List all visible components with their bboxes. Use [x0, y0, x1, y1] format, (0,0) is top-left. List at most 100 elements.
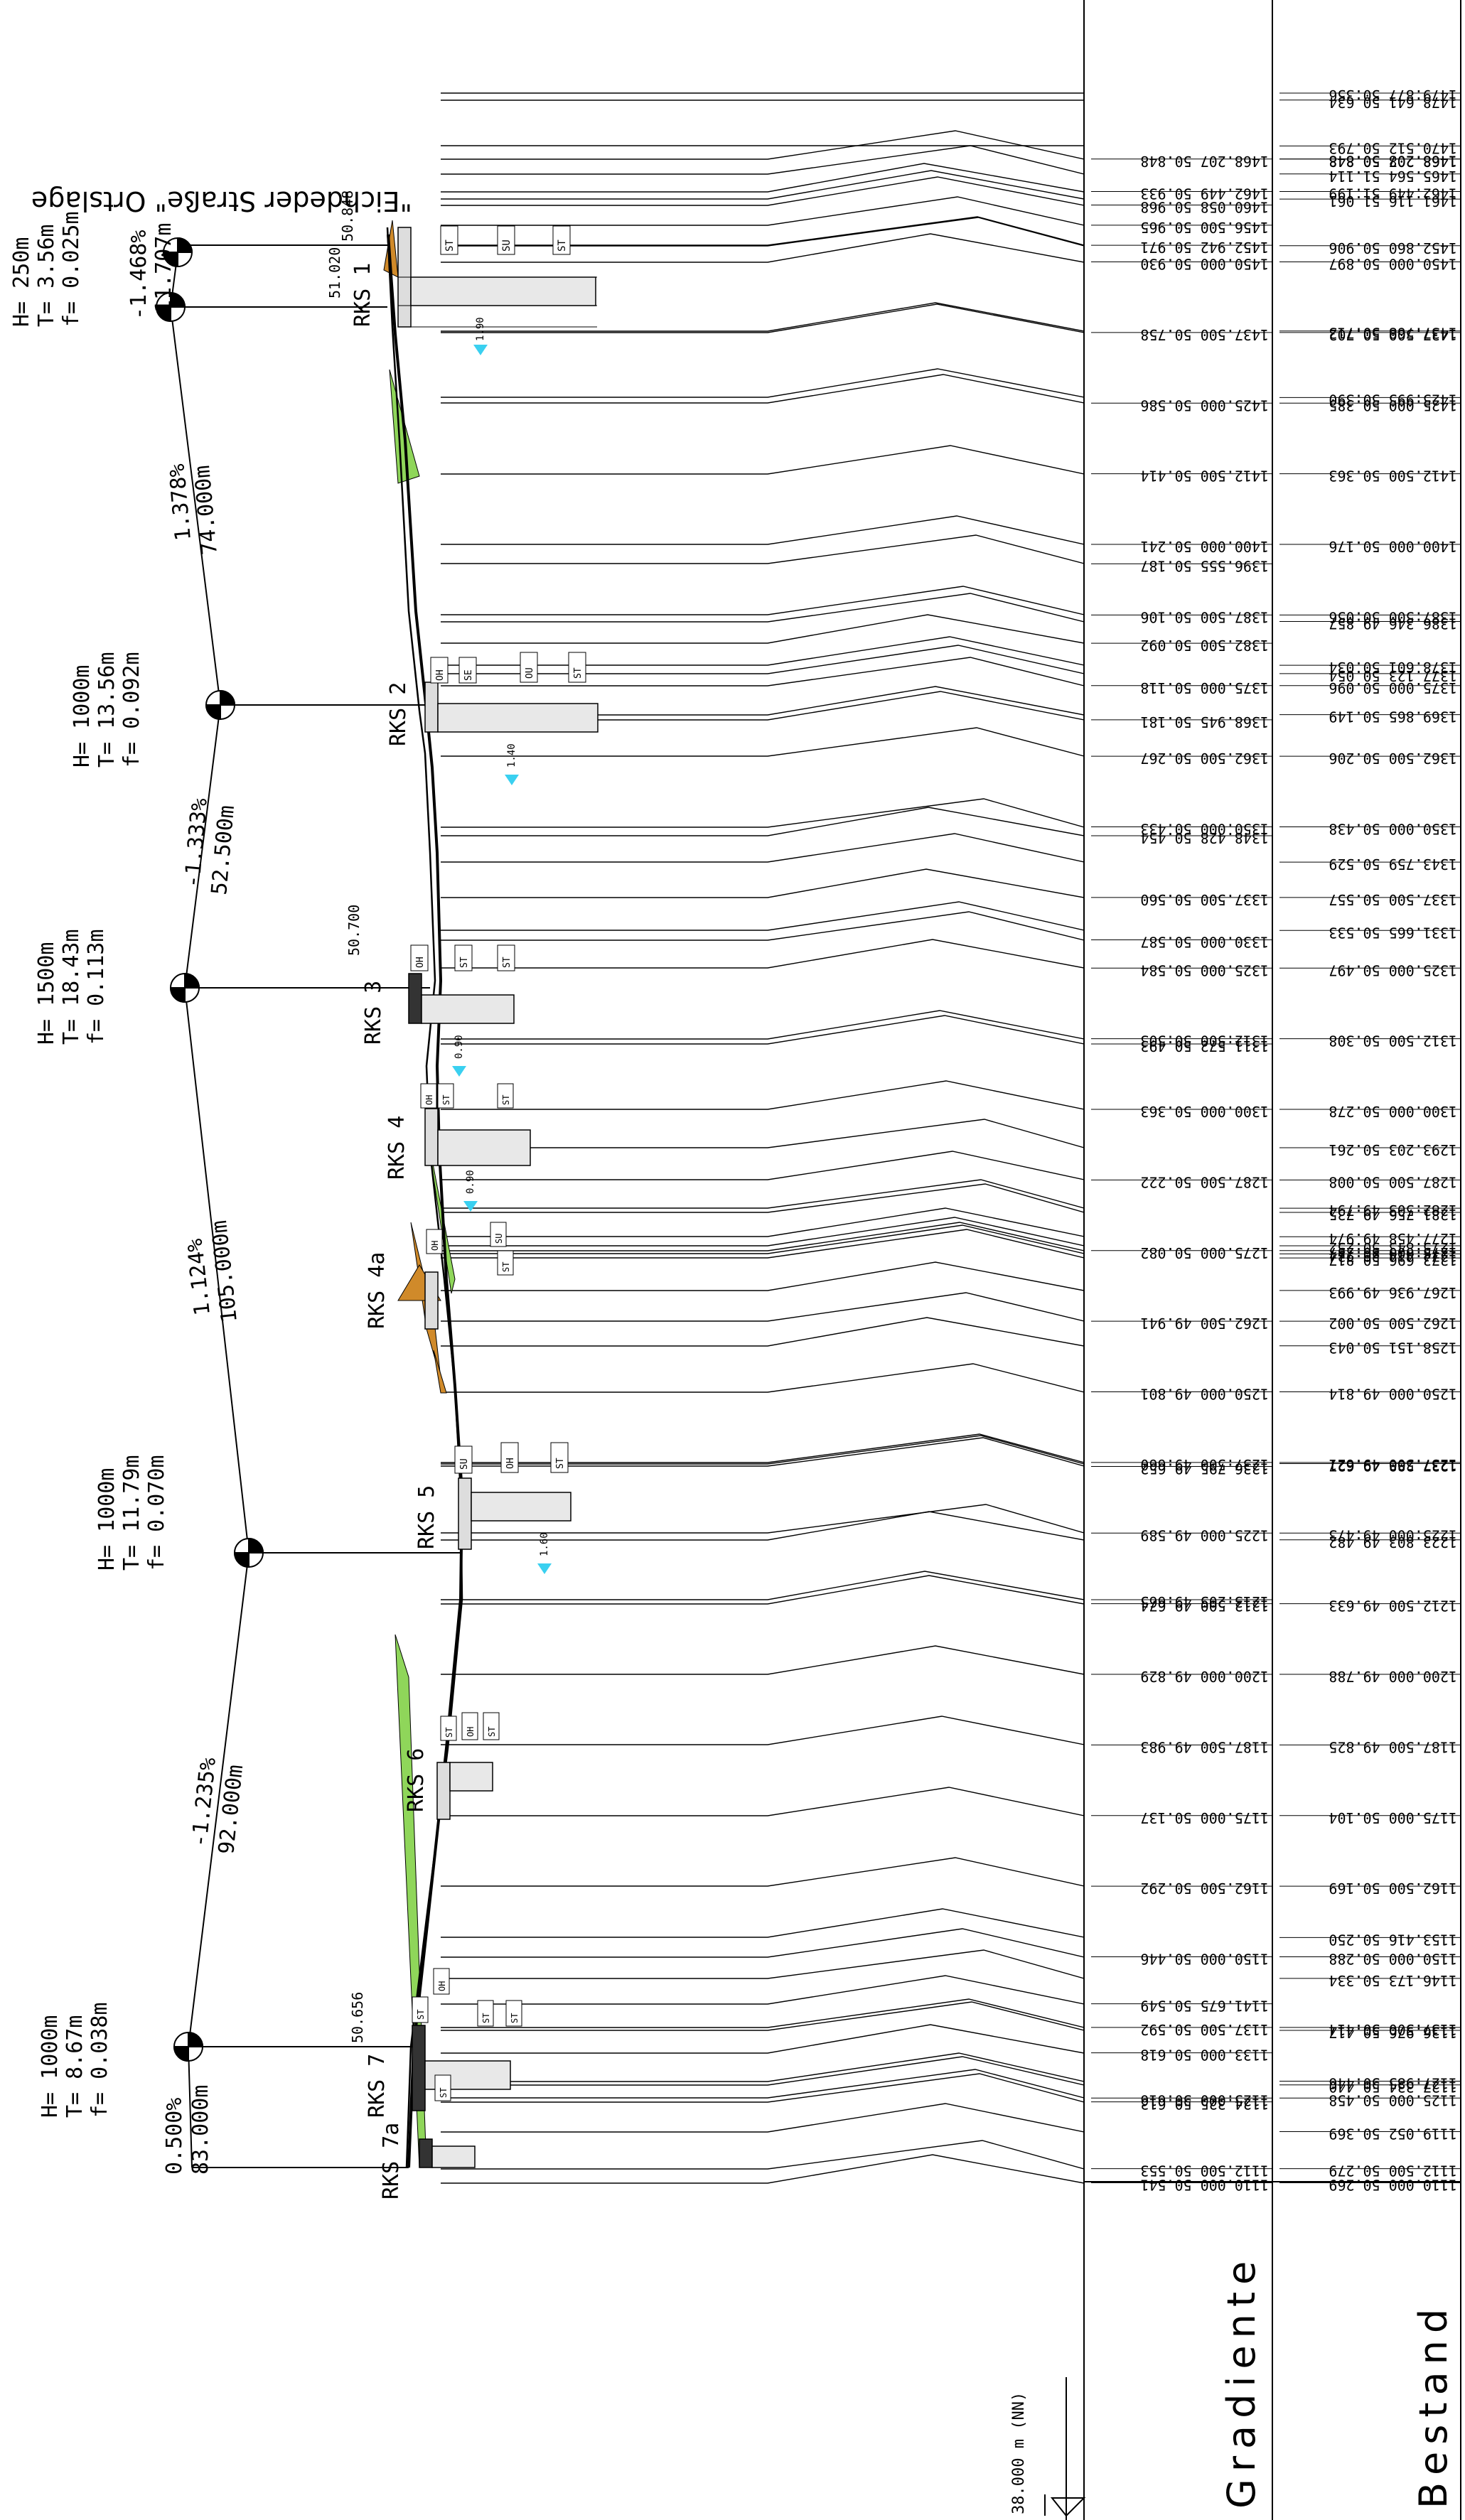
rks-top-elevation: 50.700	[345, 905, 363, 956]
existing-row: 1369.865 50.149	[1329, 709, 1457, 726]
borehole-column	[458, 1477, 472, 1550]
gradient-row: 1375.000 50.118	[1140, 679, 1269, 696]
soil-code: OH	[466, 1727, 476, 1737]
station-leader	[441, 445, 1085, 475]
borehole-rks4a: RKS 4a OH SU ST	[365, 1222, 514, 1330]
borehole-rks7: RKS 7 50.656 ST OH ST ST ST	[349, 1968, 522, 2118]
station-leader	[441, 614, 1085, 644]
gradient-row: 1396.555 50.187	[1140, 557, 1269, 574]
station-leader	[441, 807, 1085, 836]
station-leader	[441, 2073, 1085, 2103]
soil-layer	[471, 1492, 571, 1522]
existing-row: 1425.000 50.385	[1329, 397, 1457, 414]
station-leader	[441, 1363, 1085, 1393]
gradient-row: 1137.500 50.592	[1140, 2021, 1269, 2038]
soil-code: OH	[430, 1241, 440, 1251]
gradient-row: 1312.500 50.503	[1140, 1033, 1269, 1050]
existing-row: 1187.500 49.825	[1329, 1738, 1457, 1755]
gradient-row: 1150.000 50.446	[1140, 1951, 1269, 1968]
gradient-row: 1187.500 49.983	[1140, 1738, 1269, 1755]
gradient-row: 1162.500 50.292	[1140, 1880, 1269, 1897]
existing-row: 1119.052 50.369	[1329, 2126, 1457, 2143]
gradient-row: 1468.207 50.848	[1140, 153, 1269, 170]
curve-radius: H= 1000m	[95, 1468, 119, 1571]
station-leader	[441, 1222, 1085, 1251]
rks-label: RKS 1	[350, 263, 375, 327]
station-leader	[441, 2140, 1085, 2170]
borehole-column	[424, 682, 439, 733]
station-leader	[441, 1645, 1085, 1675]
curve-block: H= 1500m T= 18.43m f= 0.113m	[34, 929, 109, 1045]
existing-header: Bestand	[1411, 2302, 1456, 2509]
station-leader	[441, 1857, 1085, 1887]
station-leader	[441, 1433, 1085, 1463]
station-leader	[441, 1975, 1085, 2005]
soil-layer	[437, 703, 599, 733]
existing-row: 1325.000 50.497	[1329, 962, 1457, 979]
pvi-markers	[155, 237, 264, 2062]
soil-code: ST	[444, 1728, 454, 1738]
gradient-row: 1124.325 50.613	[1140, 2096, 1269, 2113]
station-leader	[441, 686, 1085, 716]
gradient-row: 1112.500 50.553	[1140, 2163, 1269, 2180]
slope-length: 11.707m	[151, 223, 176, 313]
station-leader	[441, 2103, 1085, 2133]
soil-layer	[410, 276, 596, 306]
station-leader	[441, 534, 1085, 564]
station-leader	[441, 1435, 1085, 1465]
soil-code: OH	[424, 1095, 434, 1105]
existing-row: 1275.000 50.257	[1329, 1244, 1457, 1261]
gradient-row: 1452.942 50.971	[1140, 239, 1269, 256]
existing-row: 1281.756 49.735	[1329, 1206, 1457, 1223]
gradient-row: 1237.500 49.660	[1140, 1456, 1269, 1473]
soil-code: ST	[444, 239, 456, 252]
station-leader	[441, 2024, 1085, 2054]
gradient-row: 1236.795 49.652	[1140, 1460, 1269, 1477]
gradient-row: 1425.000 50.586	[1140, 397, 1269, 414]
groundwater-marker	[452, 1066, 466, 1077]
station-leader	[441, 216, 1085, 246]
groundwater-depth: 1.90	[475, 317, 486, 341]
station-leader	[441, 1575, 1085, 1605]
curve-tangent: T= 18.43m	[59, 929, 84, 1045]
pvi-marker	[205, 689, 236, 721]
soil-code: OH	[437, 1981, 447, 1991]
station-leader	[441, 2154, 1085, 2184]
existing-row: 1277.458 49.974	[1329, 1230, 1457, 1247]
existing-row: 1337.500 50.557	[1329, 891, 1457, 908]
curve-ordinate: f= 0.113m	[84, 929, 109, 1045]
station-leader	[441, 1010, 1085, 1040]
groundwater-marker	[505, 775, 519, 785]
gradient-row: 1330.000 50.587	[1140, 934, 1269, 951]
existing-row: 1461.116 51.061	[1329, 193, 1457, 210]
pvi-marker	[162, 237, 193, 268]
station-leader	[441, 1504, 1085, 1534]
station-leader	[441, 939, 1085, 969]
rks-top-elevation: 51.020	[326, 247, 343, 298]
groundwater-marker	[473, 345, 488, 355]
gradient-row: 1325.000 50.584	[1140, 962, 1269, 979]
gradient-row: 1125.000 50.616	[1140, 2091, 1269, 2109]
station-leader	[441, 1151, 1085, 1180]
station-leader	[441, 130, 1085, 160]
station-leader	[441, 2052, 1085, 2082]
borehole-rks6: RKS 6 ST OH ST	[404, 1712, 500, 1820]
existing-row: 1452.860 50.906	[1329, 239, 1457, 257]
soil-layer	[449, 1762, 493, 1792]
station-leader	[441, 1292, 1085, 1322]
station-leader	[441, 303, 1085, 333]
soil-code: OU	[525, 667, 535, 679]
curve-radius: H= 250m	[9, 237, 34, 327]
existing-row: 1465.564 51.114	[1329, 168, 1457, 185]
soil-code: ST	[502, 957, 513, 968]
gradient-row: 1368.945 50.181	[1140, 714, 1269, 731]
gradient-row: 1350.000 50.433	[1140, 821, 1269, 838]
rks-label: RKS 2	[386, 682, 411, 746]
rks-label: RKS 3	[361, 981, 386, 1045]
station-leader	[441, 1119, 1085, 1148]
borehole-column	[436, 1762, 451, 1820]
soil-code: ST	[439, 2088, 449, 2098]
curve-ordinate: f= 0.025m	[59, 211, 84, 327]
existing-row: 1412.500 50.363	[1329, 468, 1457, 485]
